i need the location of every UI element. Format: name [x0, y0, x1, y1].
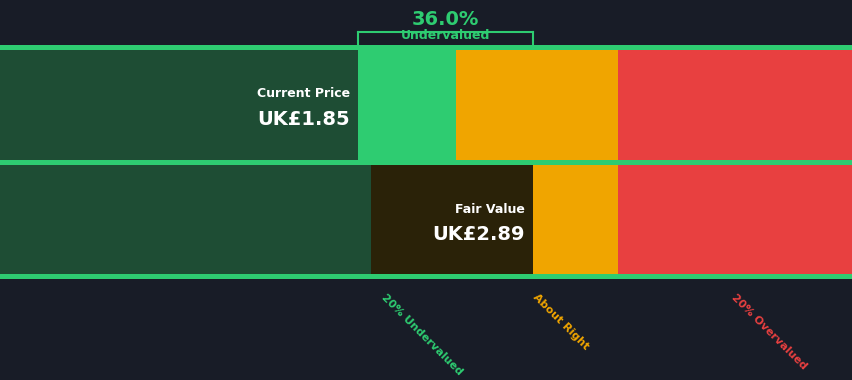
Bar	[0, 50, 358, 160]
Bar	[0, 274, 852, 279]
Bar	[371, 165, 532, 274]
Text: About Right: About Right	[530, 292, 590, 352]
Bar	[618, 46, 852, 279]
Text: 20% Overvalued: 20% Overvalued	[728, 292, 808, 371]
Text: 36.0%: 36.0%	[412, 10, 479, 29]
Bar	[0, 46, 852, 50]
Bar	[0, 160, 852, 165]
Text: Undervalued: Undervalued	[400, 29, 490, 42]
Text: Fair Value: Fair Value	[454, 203, 524, 216]
Bar	[0, 46, 456, 279]
Text: 20% Undervalued: 20% Undervalued	[379, 292, 463, 377]
Text: Current Price: Current Price	[256, 87, 349, 100]
Text: UK£2.89: UK£2.89	[432, 225, 524, 244]
Text: UK£1.85: UK£1.85	[256, 110, 349, 129]
Bar	[456, 46, 618, 279]
Bar	[0, 165, 532, 274]
